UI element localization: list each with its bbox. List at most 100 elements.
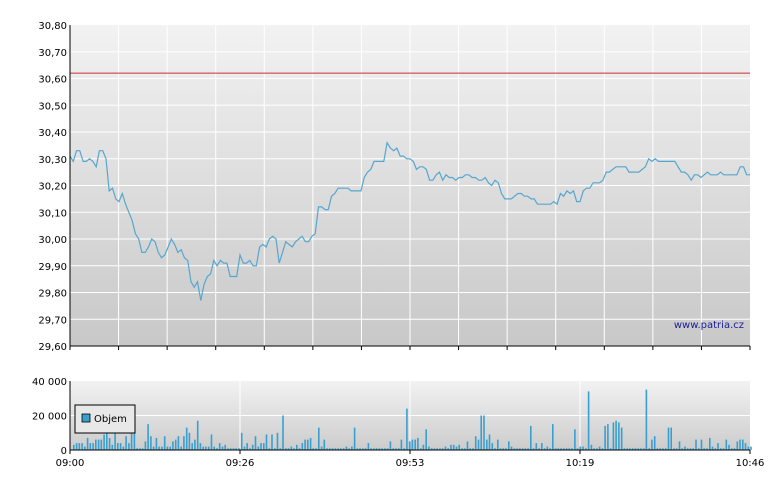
volume-bar	[472, 448, 474, 450]
volume-bar	[370, 448, 372, 450]
volume-bar	[425, 429, 427, 450]
volume-bar	[739, 439, 741, 450]
volume-bar	[395, 448, 397, 450]
volume-bar	[172, 441, 174, 450]
volume-bar	[554, 448, 557, 450]
volume-bar	[419, 448, 422, 450]
volume-bar	[607, 424, 609, 450]
x-tick-label: 10:19	[566, 458, 595, 469]
volume-bar	[375, 448, 378, 450]
volume-bar	[452, 444, 455, 450]
volume-bar	[323, 439, 326, 450]
volume-bar	[585, 448, 587, 450]
volume-bar	[166, 446, 169, 450]
volume-bar	[582, 446, 584, 450]
volume-bar	[290, 446, 293, 450]
volume-bar	[227, 448, 229, 450]
volume-bar	[491, 443, 494, 450]
legend-label: Objem	[94, 414, 127, 425]
volume-bar	[362, 448, 364, 450]
price-y-tick-label: 30,30	[38, 155, 67, 166]
volume-bar	[731, 448, 733, 450]
volume-bar	[177, 436, 180, 450]
volume-bar	[510, 446, 513, 450]
volume-bar	[340, 448, 342, 450]
volume-bar	[750, 446, 752, 450]
legend-swatch	[81, 413, 91, 423]
volume-bar	[86, 437, 89, 450]
volume-bar	[331, 448, 334, 450]
volume-bar	[441, 448, 444, 450]
volume-bar	[686, 448, 689, 450]
volume-bar	[287, 448, 290, 450]
volume-bar	[576, 448, 579, 450]
volume-bar	[695, 439, 697, 450]
volume-bar	[92, 443, 94, 450]
x-tick-label: 09:00	[56, 458, 85, 469]
volume-bar	[194, 439, 196, 450]
volume-bar	[122, 446, 125, 450]
volume-bar	[725, 439, 728, 450]
volume-bar	[689, 448, 692, 450]
volume-bar	[565, 448, 568, 450]
volume-bar	[183, 436, 185, 450]
volume-bar	[329, 448, 331, 450]
volume-bar	[629, 448, 631, 450]
volume-bar	[133, 425, 136, 450]
volume-bar	[117, 443, 119, 450]
price-y-tick-label: 29,90	[38, 262, 67, 273]
volume-bar	[469, 448, 471, 450]
volume-bar	[384, 448, 386, 450]
volume-bar	[604, 425, 606, 450]
volume-bar	[428, 446, 430, 450]
volume-bar	[400, 439, 403, 450]
volume-bar	[97, 439, 100, 450]
volume-bar	[747, 446, 750, 450]
volume-bar	[664, 448, 667, 450]
volume-bar	[579, 446, 582, 450]
legend: Objem	[74, 404, 136, 434]
volume-bar	[447, 448, 449, 450]
volume-bar	[552, 424, 554, 450]
volume-bar	[210, 434, 213, 450]
volume-bar	[488, 434, 491, 450]
volume-bar	[254, 436, 257, 450]
volume-bar	[180, 446, 182, 450]
volume-bar	[728, 444, 730, 450]
volume-bar	[458, 444, 460, 450]
volume-bar	[403, 448, 405, 450]
volume-bar	[505, 448, 507, 450]
volume-bar	[205, 446, 207, 450]
volume-bar	[119, 443, 122, 450]
volume-bar	[631, 448, 634, 450]
volume-bar	[229, 448, 232, 450]
volume-bar	[560, 448, 562, 450]
volume-bar	[480, 415, 482, 450]
volume-bar	[450, 444, 452, 450]
watermark: www.patria.cz	[674, 320, 744, 331]
volume-bar	[298, 448, 301, 450]
volume-bar	[477, 439, 480, 450]
price-y-tick-label: 29,60	[38, 342, 67, 353]
volume-bar	[78, 443, 81, 450]
volume-bar	[285, 448, 287, 450]
volume-bar	[541, 443, 543, 450]
volume-bar	[243, 446, 246, 450]
volume-bar	[444, 446, 447, 450]
volume-bar	[593, 448, 595, 450]
volume-bar	[640, 448, 642, 450]
volume-y-tick-label: 0	[61, 446, 67, 457]
volume-bar	[73, 444, 75, 450]
volume-bar	[535, 443, 538, 450]
volume-bar	[139, 448, 141, 450]
volume-bar	[609, 448, 612, 450]
volume-bar	[557, 448, 560, 450]
volume-bar	[260, 443, 262, 450]
volume-bar	[587, 391, 590, 450]
volume-bar	[681, 448, 683, 450]
volume-bar	[717, 443, 719, 450]
volume-bar	[620, 427, 623, 450]
volume-bar	[408, 441, 411, 450]
volume-bar	[601, 448, 604, 450]
volume-bar	[439, 448, 441, 450]
